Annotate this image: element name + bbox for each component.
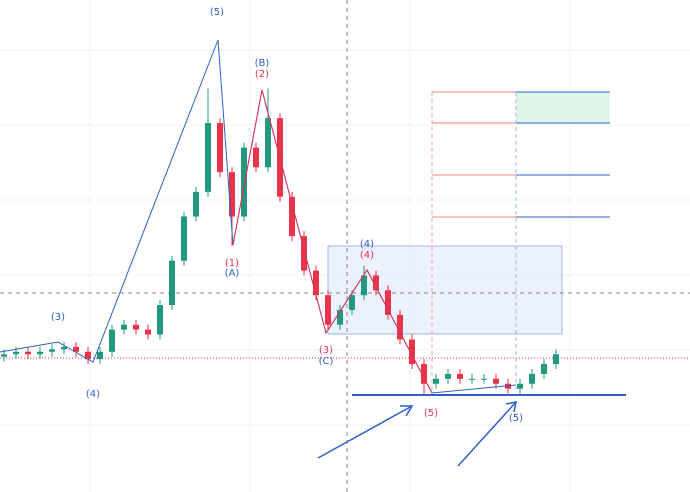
candle-body bbox=[553, 354, 559, 365]
candle-body bbox=[325, 295, 331, 325]
candle-body bbox=[13, 351, 19, 355]
candle-body bbox=[97, 351, 103, 360]
candle-body bbox=[373, 275, 379, 291]
candle-body bbox=[529, 373, 535, 384]
candle-body bbox=[85, 351, 91, 360]
candle-body bbox=[1, 354, 7, 357]
candle-body bbox=[49, 349, 55, 352]
candle-body bbox=[133, 324, 139, 330]
candle-body bbox=[61, 346, 67, 350]
candle-body bbox=[253, 147, 259, 168]
candle-body bbox=[409, 339, 415, 365]
candle-body bbox=[25, 351, 31, 355]
wave-label: (2) bbox=[255, 69, 269, 80]
arrows bbox=[317, 401, 517, 467]
wave-label: (4) bbox=[86, 389, 100, 400]
candle-body bbox=[469, 378, 475, 380]
wave-labels: (5)(B)(2)(1)(A)(3)(4)(4)(4)(3)(C)(5) (5) bbox=[51, 7, 523, 424]
candle-body bbox=[109, 329, 115, 352]
candle-body bbox=[433, 378, 439, 384]
candle-body bbox=[157, 305, 163, 335]
wave-label: (5) bbox=[509, 413, 523, 424]
wave-label: (4) bbox=[360, 250, 374, 261]
candle-body bbox=[217, 123, 223, 173]
candle-body bbox=[301, 236, 307, 271]
candles bbox=[1, 88, 559, 394]
wave-label: (1) bbox=[225, 258, 239, 269]
range-box bbox=[327, 245, 563, 335]
candle-body bbox=[541, 364, 547, 374]
wave-label: (3) bbox=[319, 345, 333, 356]
target-lines bbox=[431, 91, 610, 390]
candle-body bbox=[445, 373, 451, 379]
candle-body bbox=[169, 260, 175, 306]
candle-body bbox=[385, 290, 391, 315]
candle-body bbox=[241, 147, 247, 217]
candle-body bbox=[481, 378, 487, 380]
candle-body bbox=[37, 351, 43, 355]
wave-label: (4) bbox=[360, 239, 374, 250]
candle-body bbox=[289, 196, 295, 237]
wave-label: (3) bbox=[51, 312, 65, 323]
candle-body bbox=[397, 314, 403, 340]
candle-body bbox=[229, 172, 235, 217]
candle-body bbox=[205, 123, 211, 192]
candle-body bbox=[193, 191, 199, 217]
wave-label: (C) bbox=[319, 356, 334, 367]
candle-body bbox=[181, 216, 187, 261]
wave-label: (A) bbox=[225, 268, 240, 279]
wave-label: (B) bbox=[255, 58, 270, 69]
candle-body bbox=[361, 275, 367, 296]
candle-body bbox=[265, 118, 271, 168]
wave-lines bbox=[0, 39, 517, 394]
candle-body bbox=[457, 373, 463, 379]
wave-label: (5) bbox=[210, 7, 224, 18]
candle-body bbox=[145, 329, 151, 335]
candle-body bbox=[493, 378, 499, 384]
candle-body bbox=[337, 309, 343, 325]
candle-body bbox=[517, 383, 523, 389]
candle-body bbox=[73, 346, 79, 352]
candle-body bbox=[349, 295, 355, 310]
candle-body bbox=[121, 324, 127, 330]
target-box bbox=[516, 92, 610, 123]
wave-label: (5) bbox=[424, 408, 438, 419]
candle-body bbox=[421, 364, 427, 384]
candle-body bbox=[313, 270, 319, 296]
